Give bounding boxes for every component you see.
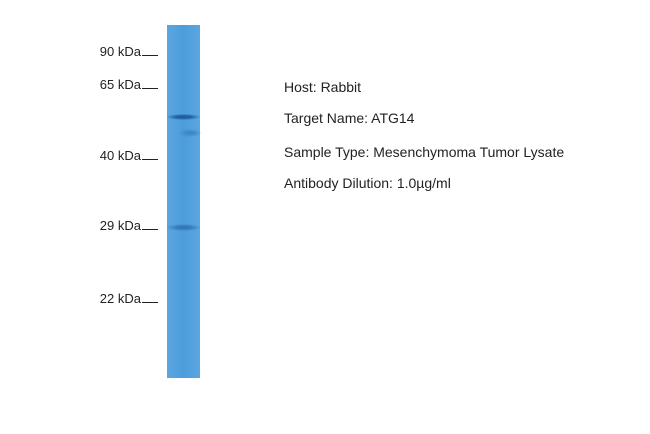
antibody-dilution-label: Antibody Dilution: 1.0µg/ml bbox=[284, 175, 451, 191]
band-lower bbox=[167, 224, 200, 231]
marker-22kda: 22 kDa bbox=[100, 291, 158, 306]
blot-lane bbox=[167, 25, 201, 378]
marker-tick bbox=[142, 229, 158, 230]
marker-tick bbox=[142, 302, 158, 303]
band-faint bbox=[179, 129, 201, 137]
marker-29kda: 29 kDa bbox=[100, 218, 158, 233]
marker-tick bbox=[142, 88, 158, 89]
marker-40kda: 40 kDa bbox=[100, 148, 158, 163]
band-main bbox=[167, 114, 200, 120]
marker-90kda: 90 kDa bbox=[100, 44, 158, 59]
host-label: Host: Rabbit bbox=[284, 79, 362, 95]
sample-type-label: Sample Type: Mesenchymoma Tumor Lysate bbox=[284, 144, 565, 160]
marker-tick bbox=[142, 55, 158, 56]
marker-tick bbox=[142, 159, 158, 160]
target-name-label: Target Name: ATG14 bbox=[284, 110, 415, 126]
marker-65kda: 65 kDa bbox=[100, 77, 158, 92]
